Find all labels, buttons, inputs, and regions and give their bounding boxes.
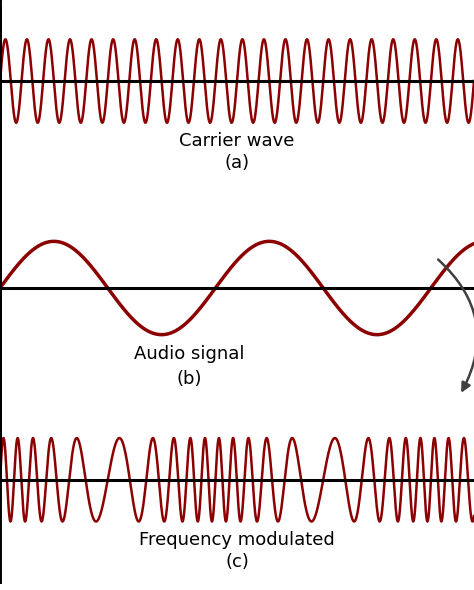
Text: Carrier wave: Carrier wave: [179, 132, 295, 150]
Text: Frequency modulated: Frequency modulated: [139, 530, 335, 549]
Text: (c): (c): [225, 553, 249, 571]
Text: Audio signal: Audio signal: [134, 345, 245, 363]
Text: (a): (a): [224, 154, 250, 172]
Text: (b): (b): [177, 370, 202, 388]
